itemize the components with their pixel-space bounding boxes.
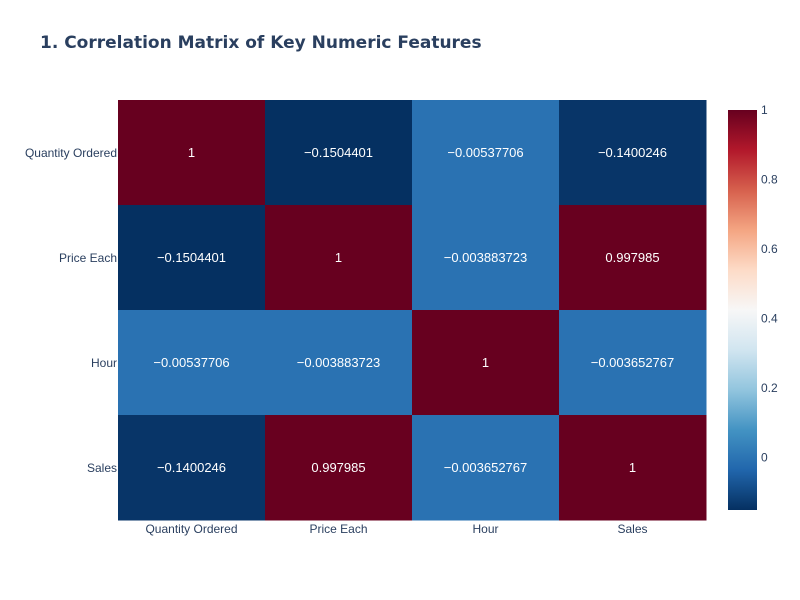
x-tick-label: Quantity Ordered	[145, 522, 237, 536]
colorbar-tick-label: 0	[761, 451, 768, 465]
heatmap-cell-quantity-ordered-quantity-ordered	[118, 100, 266, 206]
heatmap-cell-hour-price-each	[265, 310, 413, 416]
colorbar-tick-label: 0.2	[761, 381, 778, 395]
cell-value-label: 1	[188, 145, 195, 160]
heatmap-cell-hour-hour	[412, 310, 560, 416]
colorbar-tick-label: 1	[761, 103, 768, 117]
cell-value-label: 1	[629, 460, 636, 475]
heatmap-cell-quantity-ordered-price-each	[265, 100, 413, 206]
heatmap-cell-sales-price-each	[265, 415, 413, 521]
cell-value-label: −0.003652767	[591, 355, 675, 370]
heatmap-cell-quantity-ordered-sales	[559, 100, 707, 206]
cell-value-label: 0.997985	[605, 250, 659, 265]
heatmap-cell-price-each-price-each	[265, 205, 413, 311]
cell-value-label: −0.1504401	[304, 145, 373, 160]
cell-value-label: 1	[482, 355, 489, 370]
heatmap-cell-sales-quantity-ordered	[118, 415, 266, 521]
cell-value-label: −0.1400246	[157, 460, 226, 475]
y-tick-label: Hour	[91, 356, 117, 370]
y-tick-label: Sales	[87, 461, 117, 475]
chart-title: 1. Correlation Matrix of Key Numeric Fea…	[40, 33, 482, 53]
cell-value-label: 0.997985	[311, 460, 365, 475]
x-tick-label: Sales	[617, 522, 647, 536]
cell-value-label: 1	[335, 250, 342, 265]
heatmap-cell-price-each-quantity-ordered	[118, 205, 266, 311]
cell-value-label: −0.003652767	[444, 460, 528, 475]
x-tick-label: Price Each	[309, 522, 367, 536]
x-tick-label: Hour	[472, 522, 498, 536]
cell-value-label: −0.00537706	[447, 145, 523, 160]
heatmap-cell-hour-sales	[559, 310, 707, 416]
cell-value-label: −0.1400246	[598, 145, 667, 160]
cell-value-label: −0.00537706	[153, 355, 229, 370]
y-tick-label: Quantity Ordered	[25, 146, 117, 160]
heatmap-cell-sales-sales	[559, 415, 707, 521]
colorbar-tick-label: 0.8	[761, 173, 778, 187]
cell-value-label: −0.1504401	[157, 250, 226, 265]
colorbar-tick-label: 0.6	[761, 242, 778, 256]
heatmap-cell-sales-hour	[412, 415, 560, 521]
y-tick-label: Price Each	[59, 251, 117, 265]
heatmap-cell-hour-quantity-ordered	[118, 310, 266, 416]
cell-value-label: −0.003883723	[444, 250, 528, 265]
colorbar	[728, 110, 757, 510]
heatmap-cell-price-each-hour	[412, 205, 560, 311]
heatmap-cell-price-each-sales	[559, 205, 707, 311]
heatmap-cell-quantity-ordered-hour	[412, 100, 560, 206]
colorbar-tick-label: 0.4	[761, 312, 778, 326]
cell-value-label: −0.003883723	[297, 355, 381, 370]
